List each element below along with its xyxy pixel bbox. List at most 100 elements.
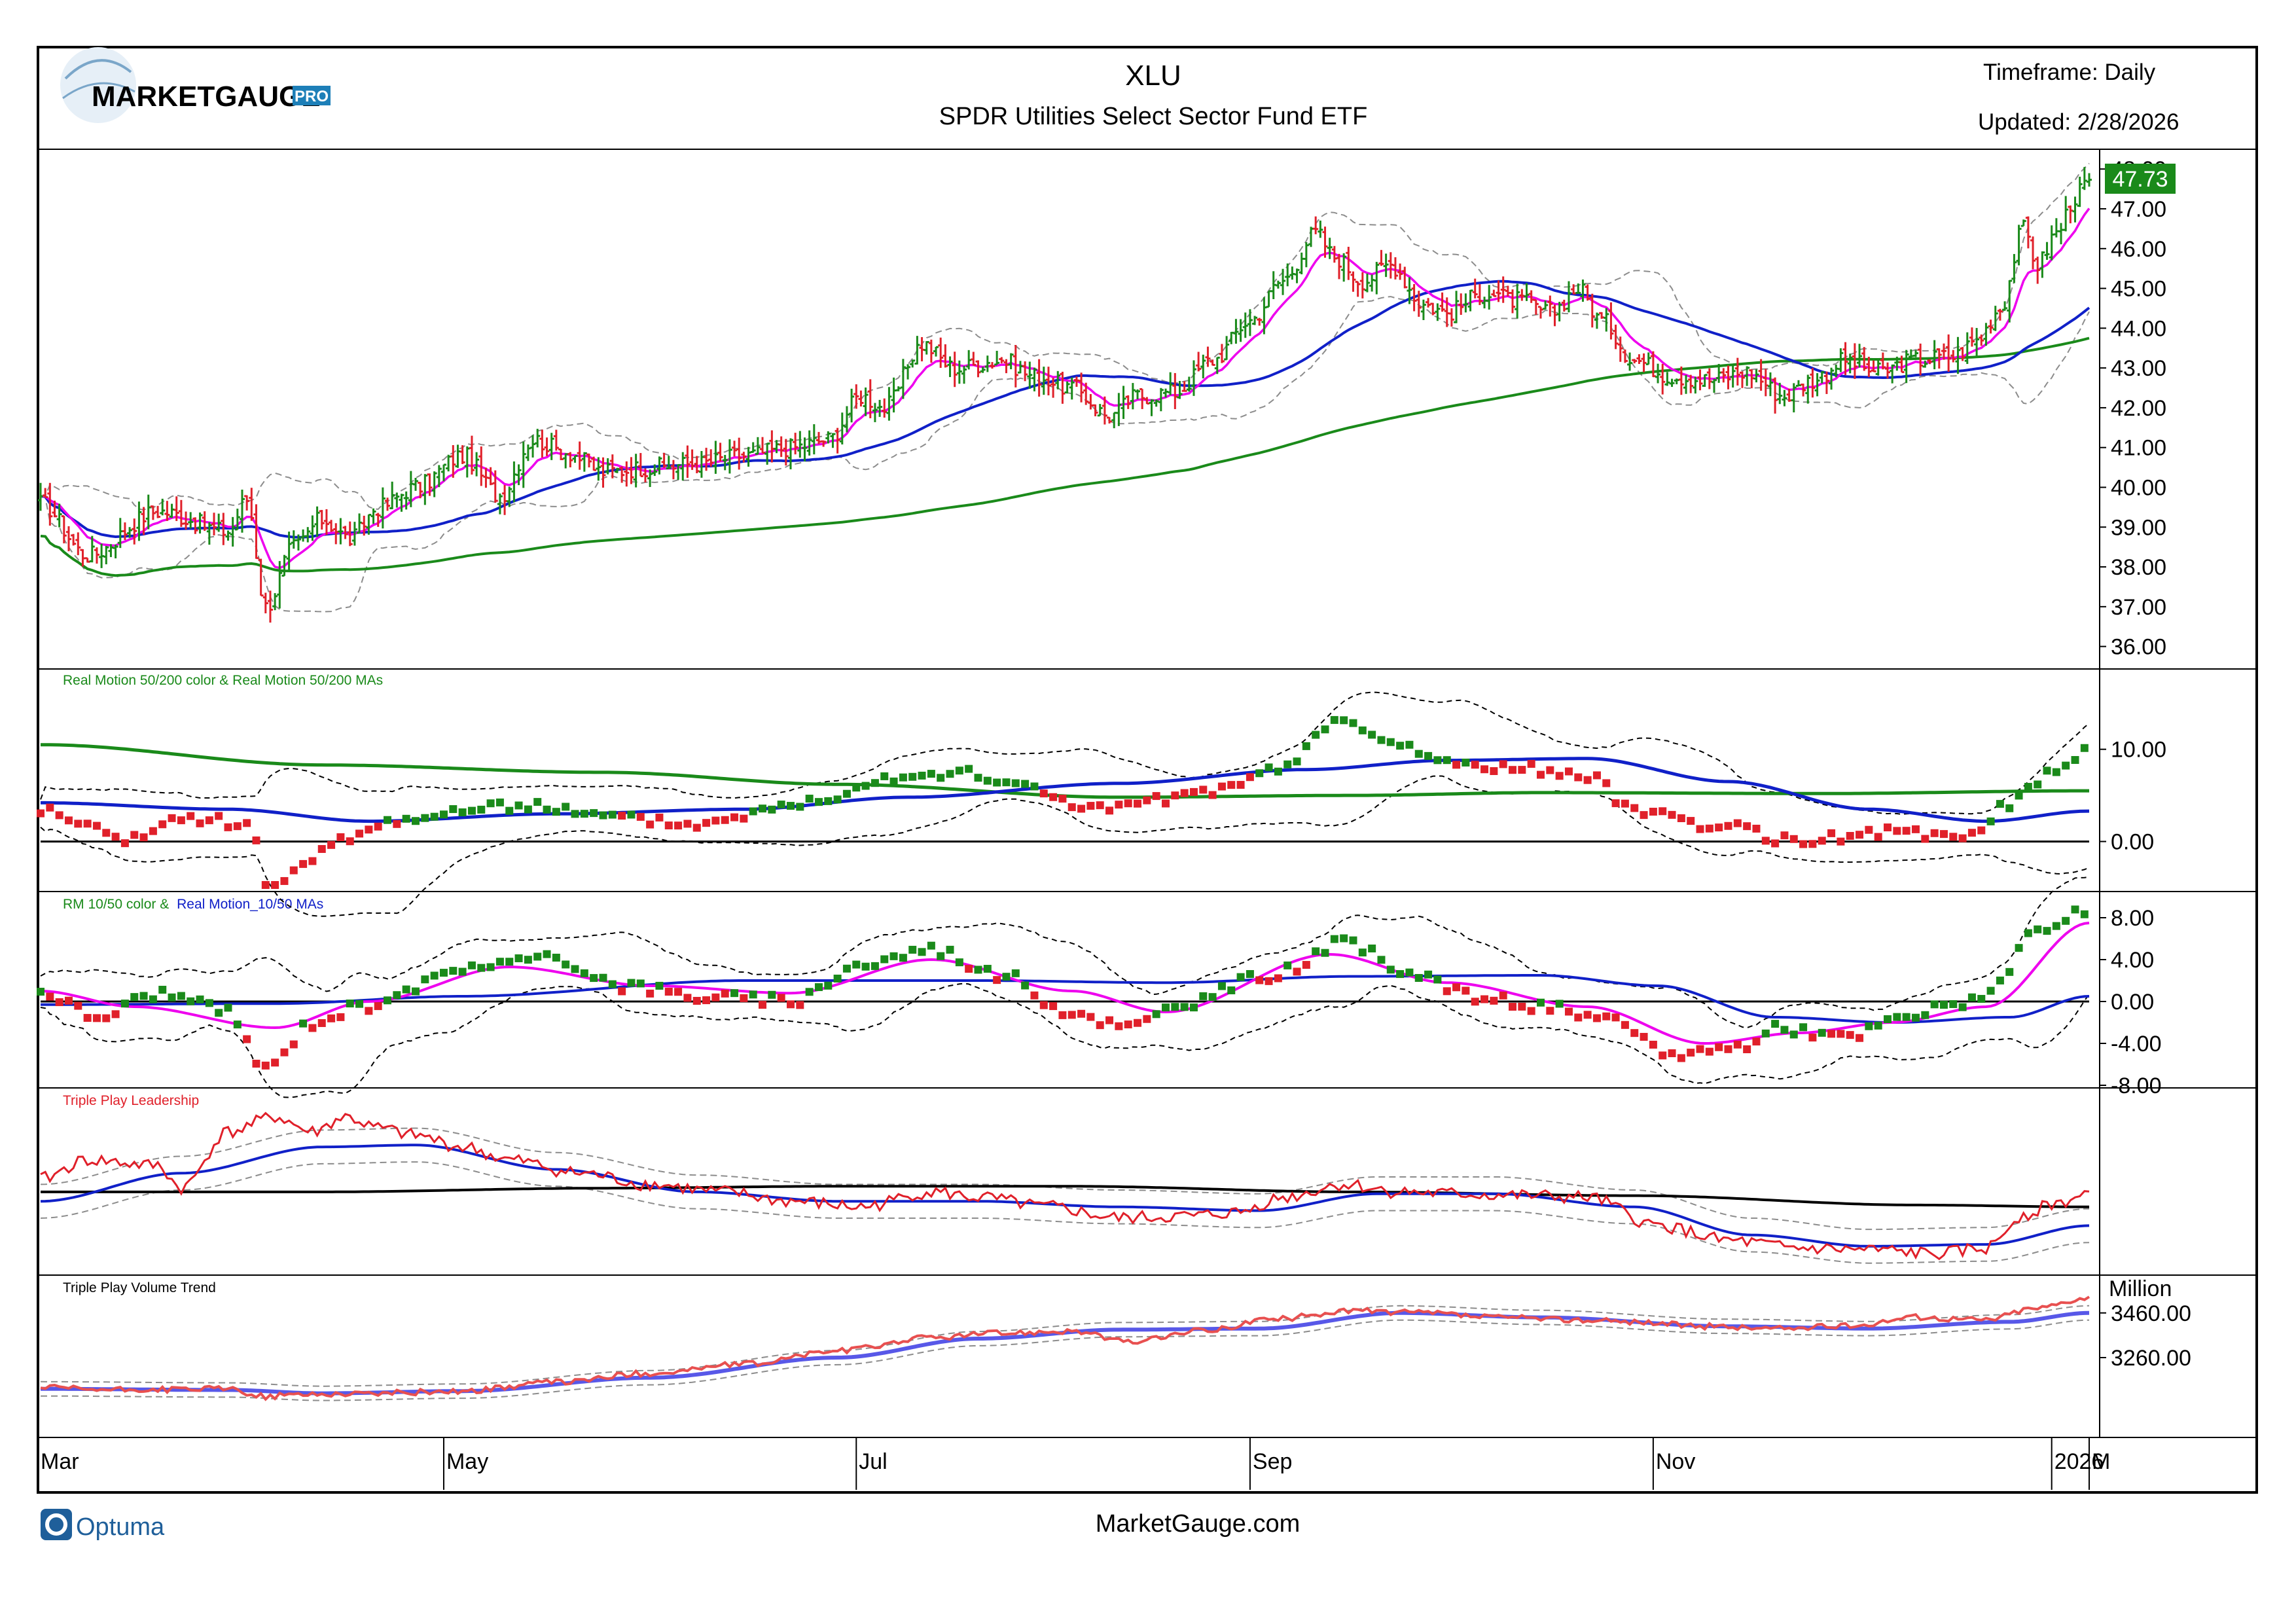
price-bar	[1210, 359, 1215, 366]
motion-dot	[749, 807, 757, 816]
motion-dot	[852, 784, 861, 792]
motion-dot	[421, 814, 429, 822]
price-bar	[572, 454, 578, 463]
price-bar	[1407, 277, 1412, 304]
marketgauge-logo: MARKETGAUGE PRO	[60, 47, 331, 123]
price-bar	[1669, 378, 1675, 388]
motion-dot	[224, 823, 232, 831]
motion-dot	[965, 965, 973, 973]
price-bar	[1791, 383, 1797, 412]
motion-dot	[177, 992, 185, 1000]
motion-dot	[805, 795, 814, 803]
optuma-text: Optuma	[76, 1513, 165, 1541]
motion-dot	[439, 810, 448, 819]
price-bar	[1763, 369, 1768, 397]
motion-dot	[1865, 1022, 1873, 1030]
motion-dot	[64, 996, 73, 1005]
price-bar	[1275, 280, 1281, 289]
motion-dot	[580, 810, 588, 818]
price-bar	[1931, 340, 1937, 370]
price-bar	[160, 498, 166, 516]
svg-text:RM 10/50 color & Real Moti: RM 10/50 color & Real Motion_10/50 MAs	[63, 897, 323, 912]
price-bar	[853, 384, 859, 409]
motion-dot	[514, 801, 523, 810]
price-bar	[778, 436, 784, 458]
price-bar	[1992, 306, 1998, 331]
price-tick-label: 41.00	[2111, 436, 2166, 461]
motion-dot	[1884, 1015, 1892, 1023]
motion-dot	[1490, 767, 1498, 776]
price-bar	[1847, 353, 1853, 374]
motion-dot	[430, 971, 439, 980]
price-bar	[89, 535, 95, 563]
motion-dot	[111, 833, 120, 841]
rm-10-50-title-part2: Real Motion_10/50 MAs	[177, 897, 323, 912]
motion-dot	[627, 979, 636, 987]
motion-dot	[1630, 804, 1639, 812]
motion-dot	[1330, 935, 1338, 943]
price-bar	[670, 460, 676, 480]
leadership-panel	[40, 1111, 2090, 1264]
motion-dot	[1846, 832, 1854, 840]
month-label: May	[446, 1449, 488, 1474]
panel-tick-label: -4.00	[2111, 1032, 2162, 1056]
price-bar	[1486, 285, 1492, 310]
motion-dot	[833, 795, 842, 804]
last-price-tag-bg	[2105, 164, 2176, 194]
motion-dot	[918, 771, 926, 780]
price-bar	[1116, 393, 1122, 426]
motion-dot	[505, 958, 514, 966]
motion-dot	[1771, 1020, 1780, 1028]
motion-dot	[1480, 995, 1489, 1003]
price-bar	[342, 526, 348, 539]
motion-dot	[280, 876, 289, 885]
timeframe-label: Timeframe: Daily	[1983, 60, 2156, 85]
price-bar	[1102, 396, 1107, 425]
price-bar	[726, 439, 732, 474]
price-bar	[1397, 263, 1403, 280]
price-bar	[474, 452, 480, 477]
price-bar	[1388, 252, 1393, 279]
motion-dot	[1621, 1020, 1629, 1029]
price-bar	[507, 486, 512, 507]
price-bar	[535, 429, 541, 448]
price-bar	[1139, 388, 1145, 409]
motion-dot	[1518, 766, 1526, 774]
motion-dot	[2034, 925, 2042, 933]
price-bar	[1064, 381, 1070, 394]
price-bar	[1013, 344, 1018, 388]
price-bar	[1960, 347, 1965, 361]
leadership-ma-mid	[40, 1144, 2090, 1248]
price-bar	[1997, 308, 2003, 321]
motion-dot	[365, 825, 373, 834]
price-bar	[694, 456, 700, 473]
panel-lower-band	[40, 983, 2090, 1098]
motion-dot	[1105, 1016, 1114, 1024]
motion-dot	[1715, 1043, 1723, 1051]
price-bar	[357, 513, 363, 534]
price-bar	[1739, 371, 1745, 388]
motion-dot	[590, 809, 598, 818]
price-bar	[272, 593, 278, 611]
price-bar	[1589, 293, 1595, 328]
price-bar	[910, 359, 916, 368]
price-bar	[1941, 343, 1946, 360]
price-bar	[1974, 328, 1980, 358]
price-tick-label: 45.00	[2111, 277, 2166, 302]
motion-dot	[1208, 993, 1217, 1001]
price-bar	[305, 527, 311, 543]
price-bar	[366, 514, 372, 535]
price-tick-label: 36.00	[2111, 635, 2166, 660]
price-bar	[422, 474, 428, 505]
updated-label: Updated: 2/28/2026	[1978, 109, 2179, 135]
motion-dot	[1386, 965, 1395, 974]
motion-dot	[2005, 967, 2014, 976]
motion-dot	[1321, 948, 1329, 957]
price-bar	[192, 517, 198, 534]
motion-dot	[590, 974, 598, 983]
motion-dot	[1640, 1032, 1648, 1041]
motion-dot	[365, 1007, 373, 1015]
motion-dot	[965, 765, 973, 773]
price-bar	[1069, 377, 1075, 400]
motion-dot	[1067, 1011, 1076, 1019]
